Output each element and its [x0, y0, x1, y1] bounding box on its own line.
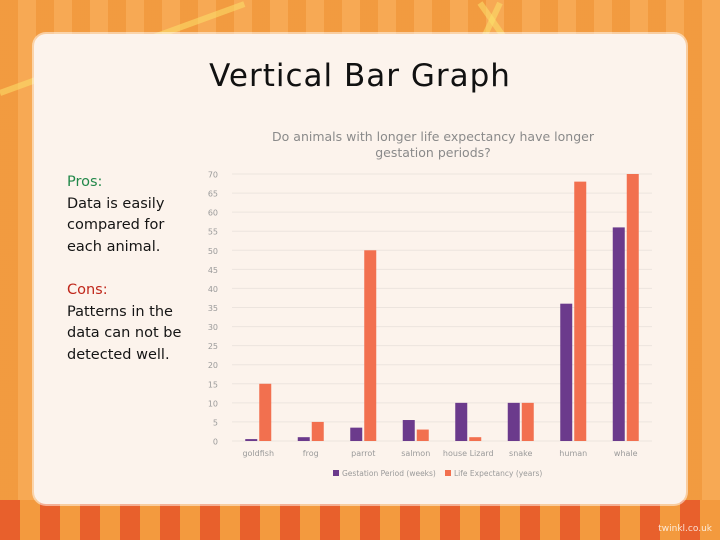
y-tick-label: 40	[208, 285, 218, 294]
bar	[455, 402, 468, 441]
pros-heading: Pros:	[67, 174, 103, 190]
bar	[560, 303, 573, 441]
y-tick-label: 45	[208, 266, 218, 275]
x-tick-label: human	[559, 449, 587, 458]
y-tick-label: 30	[208, 323, 218, 332]
y-tick-label: 10	[208, 399, 218, 408]
slide-title: Vertical Bar Graph	[209, 58, 511, 94]
x-tick-label: goldfish	[242, 449, 274, 458]
y-tick-label: 60	[208, 209, 218, 218]
bar	[416, 429, 429, 441]
y-tick-label: 25	[208, 342, 218, 351]
legend-swatch	[333, 470, 339, 476]
bar	[574, 181, 587, 441]
y-tick-label: 55	[208, 228, 218, 237]
bar	[297, 437, 310, 441]
pros-block: Pros: Data is easily compared for each a…	[67, 172, 197, 258]
legend-label: Gestation Period (weeks)	[342, 469, 436, 478]
y-tick-label: 15	[208, 380, 218, 389]
bar	[626, 174, 639, 441]
bar	[350, 427, 363, 441]
x-tick-label: snake	[509, 449, 532, 458]
y-tick-label: 50	[208, 247, 218, 256]
x-tick-label: frog	[303, 449, 319, 458]
bar	[245, 439, 258, 441]
bar	[402, 420, 415, 441]
y-tick-label: 20	[208, 361, 218, 370]
y-tick-label: 70	[208, 171, 218, 180]
bar	[507, 402, 520, 441]
legend-swatch	[445, 470, 451, 476]
x-tick-label: house Lizard	[443, 449, 494, 458]
x-tick-label: parrot	[351, 449, 375, 458]
bar	[469, 437, 482, 441]
cons-text: Patterns in the data can not be detected…	[67, 303, 182, 363]
y-tick-label: 5	[213, 418, 218, 427]
y-tick-label: 35	[208, 304, 218, 313]
x-tick-label: salmon	[401, 449, 430, 458]
y-tick-label: 65	[208, 190, 218, 199]
bar	[259, 383, 272, 441]
x-tick-label: whale	[614, 449, 638, 458]
background-bottom-bars	[0, 500, 720, 540]
bar	[521, 402, 534, 441]
cons-heading: Cons:	[67, 282, 108, 298]
bar	[311, 421, 324, 441]
bar	[612, 227, 625, 441]
bar	[364, 250, 377, 441]
cons-block: Cons: Patterns in the data can not be de…	[67, 280, 197, 366]
y-tick-label: 0	[213, 438, 218, 447]
watermark: twinkl.co.uk	[658, 524, 712, 534]
legend-label: Life Expectancy (years)	[454, 469, 542, 478]
chart-title: Do animals with longer life expectancy h…	[272, 129, 595, 160]
pros-text: Data is easily compared for each animal.	[67, 195, 165, 255]
